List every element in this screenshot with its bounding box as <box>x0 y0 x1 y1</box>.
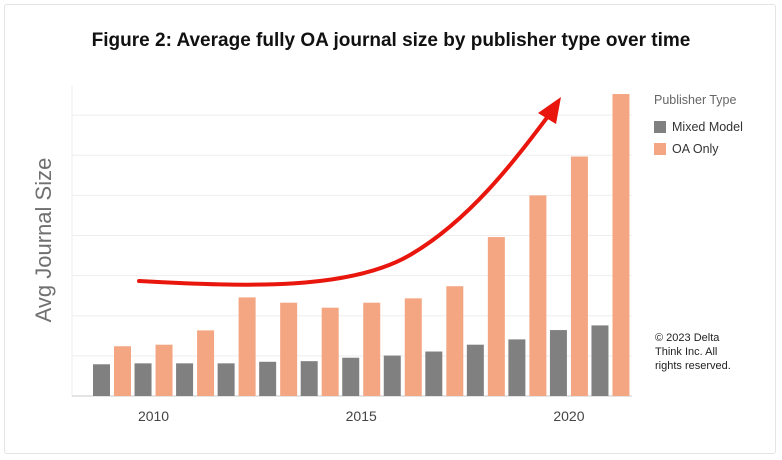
legend-title: Publisher Type <box>654 93 737 107</box>
legend: Publisher Type Mixed Model OA Only <box>654 93 743 160</box>
bar-oa-only-2020 <box>570 156 588 396</box>
legend-swatch-oa-only <box>654 143 666 155</box>
bar-oa-only-2017 <box>446 286 464 396</box>
bar-oa-only-2018 <box>487 237 505 396</box>
x-tick-label-2020: 2020 <box>553 408 584 424</box>
legend-swatch-mixed-model <box>654 121 666 133</box>
trend-arrow-head <box>538 97 561 124</box>
bar-mixed-model-2019 <box>508 339 526 396</box>
bar-oa-only-2019 <box>529 195 547 396</box>
x-tick-label-2010: 2010 <box>138 408 169 424</box>
bar-mixed-model-2012 <box>217 363 235 396</box>
bar-mixed-model-2017 <box>425 351 443 396</box>
bar-oa-only-2021 <box>612 94 630 397</box>
bar-oa-only-2010 <box>155 344 173 396</box>
bar-mixed-model-2015 <box>342 357 360 396</box>
copyright-notice: © 2023 Delta Think Inc. All rights reser… <box>655 332 731 372</box>
legend-item-oa-only: OA Only <box>654 138 743 160</box>
bar-oa-only-2009 <box>114 346 131 396</box>
figure-frame <box>4 4 776 454</box>
legend-label-oa-only: OA Only <box>672 142 719 156</box>
bar-mixed-model-2013 <box>259 361 277 396</box>
bar-oa-only-2016 <box>404 298 422 396</box>
bar-mixed-model-2010 <box>134 363 152 396</box>
bar-mixed-model-2021 <box>591 325 609 396</box>
bar-mixed-model-2009 <box>93 364 110 396</box>
bar-mixed-model-2016 <box>383 355 401 396</box>
bar-oa-only-2011 <box>197 330 215 396</box>
bar-mixed-model-2011 <box>176 363 194 396</box>
bar-oa-only-2014 <box>321 307 339 396</box>
legend-item-mixed-model: Mixed Model <box>654 116 743 138</box>
chart-title: Figure 2: Average fully OA journal size … <box>91 30 691 51</box>
bar-mixed-model-2014 <box>300 361 318 396</box>
trend-arrow-line <box>137 113 551 287</box>
bar-oa-only-2015 <box>363 302 381 396</box>
bar-oa-only-2012 <box>238 297 256 396</box>
bar-oa-only-2013 <box>280 302 298 396</box>
bar-mixed-model-2020 <box>549 330 567 396</box>
bar-mixed-model-2018 <box>466 344 484 396</box>
legend-label-mixed-model: Mixed Model <box>672 120 743 134</box>
x-tick-label-2015: 2015 <box>346 408 377 424</box>
